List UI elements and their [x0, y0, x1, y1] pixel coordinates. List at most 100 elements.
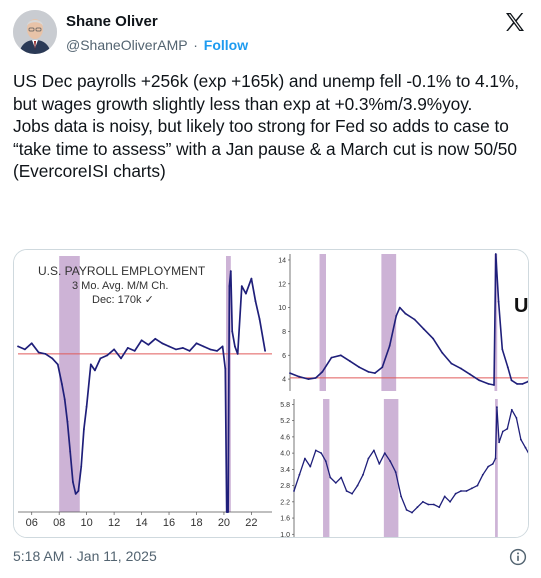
- author-meta: @ShaneOliverAMP · Follow: [66, 37, 248, 53]
- x-tick-label: 14: [135, 517, 147, 529]
- data-point: [56, 363, 59, 366]
- data-point: [527, 380, 528, 383]
- recession-band: [319, 254, 326, 391]
- y-tick-label: 2.2: [280, 499, 290, 506]
- data-point: [443, 495, 446, 498]
- x-tick-label: 10: [81, 517, 93, 529]
- tweet-media[interactable]: 06 08 10 12 14 16 18 20 22 U.S. PAYROLL EMPLOYMEN…: [13, 249, 529, 538]
- data-point: [491, 463, 494, 465]
- data-point: [83, 428, 85, 431]
- data-point: [395, 315, 398, 317]
- data-point: [264, 350, 266, 352]
- data-point: [524, 446, 527, 449]
- data-point: [494, 457, 497, 460]
- recession-band: [323, 399, 330, 537]
- data-point: [373, 449, 375, 452]
- data-point: [202, 345, 205, 348]
- data-point: [413, 318, 416, 321]
- info-icon[interactable]: [509, 548, 527, 566]
- data-point: [61, 383, 63, 385]
- recession-band: [59, 256, 80, 512]
- unemployment-chart-panel[interactable]: 4 6 8 10 12 14 UN: [274, 250, 529, 393]
- data-point: [227, 511, 230, 513]
- data-point: [80, 465, 83, 468]
- data-point: [349, 360, 351, 363]
- data-point: [520, 438, 522, 441]
- y-tick-label: 1.6: [280, 516, 290, 523]
- media-divider-vertical: [272, 250, 274, 537]
- tweet-timestamp[interactable]: 5:18 AM · Jan 11, 2025: [13, 548, 157, 564]
- data-point: [432, 503, 435, 506]
- data-point: [195, 342, 198, 345]
- data-point: [345, 490, 348, 492]
- x-tick-label: 16: [163, 517, 175, 529]
- y-tick-label: 4: [282, 377, 286, 384]
- data-point: [427, 503, 430, 506]
- data-point: [506, 427, 509, 430]
- payroll-chart: 06 08 10 12 14 16 18 20 22 U.S. PAYROLL EMPLOYMEN…: [17, 256, 272, 529]
- author-handle[interactable]: @ShaneOliverAMP: [66, 37, 188, 53]
- follow-button[interactable]: Follow: [203, 37, 249, 53]
- data-point: [383, 452, 386, 454]
- data-point: [469, 373, 471, 376]
- y-tick-label: 8: [282, 329, 286, 336]
- data-point: [24, 348, 26, 351]
- data-point: [378, 463, 381, 465]
- data-point: [216, 350, 219, 352]
- data-point: [224, 368, 227, 370]
- data-point: [133, 350, 136, 352]
- data-point: [320, 452, 323, 454]
- x-tick-label: 20: [218, 517, 230, 529]
- data-point: [314, 449, 317, 452]
- data-point: [254, 300, 257, 303]
- data-point: [120, 357, 122, 360]
- data-point: [74, 493, 77, 495]
- data-point: [400, 495, 402, 498]
- data-point: [460, 490, 462, 492]
- x-tick-label: 12: [108, 517, 120, 529]
- x-tick-label: 08: [53, 517, 65, 529]
- data-point: [398, 306, 401, 309]
- data-point: [356, 484, 359, 487]
- data-point: [501, 348, 504, 351]
- chart-title: U.S. PAYROLL EMPLOYMENT: [38, 264, 206, 278]
- data-point: [405, 509, 408, 511]
- data-point: [351, 492, 353, 495]
- data-point: [289, 372, 291, 374]
- data-point: [77, 490, 80, 492]
- data-point: [147, 343, 150, 346]
- x-logo-icon[interactable]: [503, 10, 527, 34]
- data-point: [245, 292, 247, 295]
- data-point: [154, 337, 157, 340]
- data-point: [231, 330, 234, 333]
- data-point: [481, 473, 484, 476]
- data-point: [515, 417, 518, 419]
- data-point: [510, 408, 513, 411]
- data-point: [89, 363, 92, 366]
- data-point: [367, 457, 370, 460]
- author-avatar[interactable]: [13, 10, 57, 54]
- data-point: [358, 366, 361, 369]
- author-name[interactable]: Shane Oliver: [66, 13, 158, 30]
- data-point: [394, 471, 397, 473]
- data-point: [454, 492, 457, 495]
- data-point: [309, 465, 312, 468]
- recession-band: [381, 254, 397, 391]
- data-point: [99, 357, 102, 360]
- data-point: [496, 406, 498, 408]
- wages-chart: 1.0 1.6 2.2 2.8 3.4 4.0 4.6 5.2 5.8: [280, 399, 528, 537]
- wages-chart-panel[interactable]: 1.0 1.6 2.2 2.8 3.4 4.0 4.6 5.2 5.8: [274, 395, 528, 537]
- data-point: [85, 405, 88, 408]
- data-point: [476, 484, 479, 487]
- data-point: [324, 460, 327, 463]
- data-point: [161, 342, 164, 345]
- data-point: [236, 353, 239, 355]
- y-tick-label: 14: [278, 257, 286, 264]
- y-tick-label: 12: [278, 281, 286, 288]
- data-point: [521, 383, 524, 385]
- payroll-chart-panel[interactable]: 06 08 10 12 14 16 18 20 22 U.S. PAYROLL EMPLOYMEN…: [14, 250, 272, 537]
- chart-title: UN: [514, 295, 529, 317]
- unemployment-chart: 4 6 8 10 12 14 UN: [278, 253, 529, 391]
- x-tick-label: 06: [26, 517, 38, 529]
- data-point: [229, 270, 232, 272]
